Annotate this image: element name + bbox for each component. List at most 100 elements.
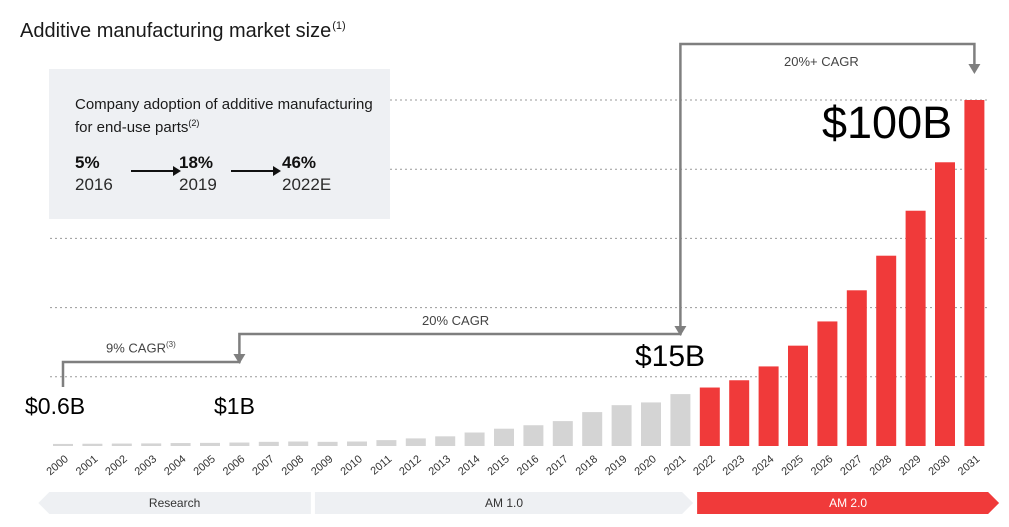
x-tick-2020: 2020 [632,453,658,478]
callout-2031: $100B [822,97,953,148]
x-tick-2008: 2008 [280,453,306,478]
x-tick-2011: 2011 [368,453,394,477]
x-tick-2012: 2012 [397,453,423,478]
chart-title: Additive manufacturing market size(1) [20,20,346,43]
bar-2028 [876,255,897,446]
phase-bands: Research AM 1.0 AM 2.0 [38,492,1000,514]
bar-2003 [141,443,162,446]
x-tick-labels: 2000 2001 2002 2003 2004 2005 2006 2007 2008 2009… [44,453,982,478]
stat-year: 2022E [282,175,332,194]
bar-2000 [53,443,73,446]
callout-2006: $1B [214,393,255,419]
bar-2019 [611,405,632,446]
bar-2009 [317,441,338,446]
stat-year: 2016 [75,175,113,194]
x-tick-2010: 2010 [338,453,364,478]
arrow-icon [131,166,181,176]
x-tick-2015: 2015 [485,453,511,478]
phase-band-1 [38,492,311,514]
bar-2015 [494,428,514,446]
connector-research [61,354,246,387]
x-tick-2000: 2000 [44,453,70,478]
stat-2019: 18% 2019 [179,152,217,196]
x-tick-2014: 2014 [456,453,482,478]
bar-2021 [670,394,691,446]
stat-pct: 5% [75,153,100,172]
x-tick-2027: 2027 [838,453,864,478]
bar-2024 [758,366,779,446]
stat-pct: 18% [179,153,214,172]
bar-2026 [817,321,838,446]
bar-2023 [729,380,750,446]
chart-title-text: Additive manufacturing market size [20,20,332,42]
bar-2031 [964,100,985,446]
x-tick-2031: 2031 [956,453,982,478]
bar-2018 [582,412,603,446]
bar-2001 [82,443,103,446]
x-tick-2006: 2006 [221,453,247,478]
connector-path [61,356,241,387]
x-tick-2005: 2005 [191,453,217,478]
x-tick-2028: 2028 [868,453,894,478]
x-tick-2002: 2002 [103,453,129,478]
bar-2006 [229,442,250,446]
phase-label: AM 1.0 [485,496,523,510]
bar-2004 [170,443,191,446]
arrow-icon [231,166,281,176]
title-footnote: (1) [332,20,346,33]
x-tick-2029: 2029 [897,453,923,478]
bar-2020 [641,402,661,446]
cagr-am2: 20%+ CAGR [784,54,859,69]
phase-band-2 [314,492,694,514]
x-tick-2016: 2016 [515,453,541,478]
x-tick-2017: 2017 [544,453,570,478]
phase-label: AM 2.0 [829,496,867,510]
adoption-inset: Company adoption of additive manufacturi… [49,69,390,219]
connector-am2 [679,42,981,334]
x-tick-2021: 2021 [662,453,688,478]
x-tick-2009: 2009 [309,453,335,478]
bar-2025 [788,345,808,446]
x-tick-2004: 2004 [162,453,188,478]
cagr-connectors [61,42,981,387]
x-tick-2003: 2003 [133,453,159,478]
bar-2016 [523,425,544,446]
phase-label: Research [149,496,200,510]
bars [53,100,985,446]
phase-band-3 [697,492,1000,514]
x-tick-2007: 2007 [250,453,276,478]
x-tick-2001: 2001 [74,453,100,478]
bar-2012 [405,438,426,446]
connector-am1 [238,326,687,362]
stat-2022: 46% 2022E [282,152,331,196]
bar-2013 [435,436,456,446]
bar-2008 [288,441,309,446]
callout-2022: $15B [635,340,706,373]
x-tick-2019: 2019 [603,453,629,478]
x-tick-2013: 2013 [427,453,453,478]
connector-path [238,328,682,362]
stat-2016: 5% 2016 [75,152,113,196]
x-tick-2025: 2025 [779,453,805,478]
inset-heading: Company adoption of additive manufacturi… [75,96,375,137]
x-tick-2024: 2024 [750,453,776,478]
cagr-am1: 20% CAGR [422,313,490,328]
x-tick-2026: 2026 [809,453,835,478]
bar-2014 [464,432,485,446]
x-tick-2018: 2018 [574,453,600,478]
inset-footnote: (2) [188,118,200,128]
inset-heading-text: Company adoption of additive manufacturi… [75,96,373,136]
arrowhead-icon [968,64,981,74]
bar-2005 [200,442,220,446]
cagr-footnote: (3) [165,340,176,349]
cagr-research: 9% CAGR(3) [106,340,176,355]
cagr-research-text: 9% CAGR [106,340,166,356]
stat-year: 2019 [179,175,217,194]
callout-start: $0.6B [25,393,86,419]
x-tick-2023: 2023 [721,453,747,478]
bar-2002 [111,443,132,446]
bar-2007 [258,441,279,446]
connector-path [679,42,976,334]
bar-2011 [376,440,397,446]
